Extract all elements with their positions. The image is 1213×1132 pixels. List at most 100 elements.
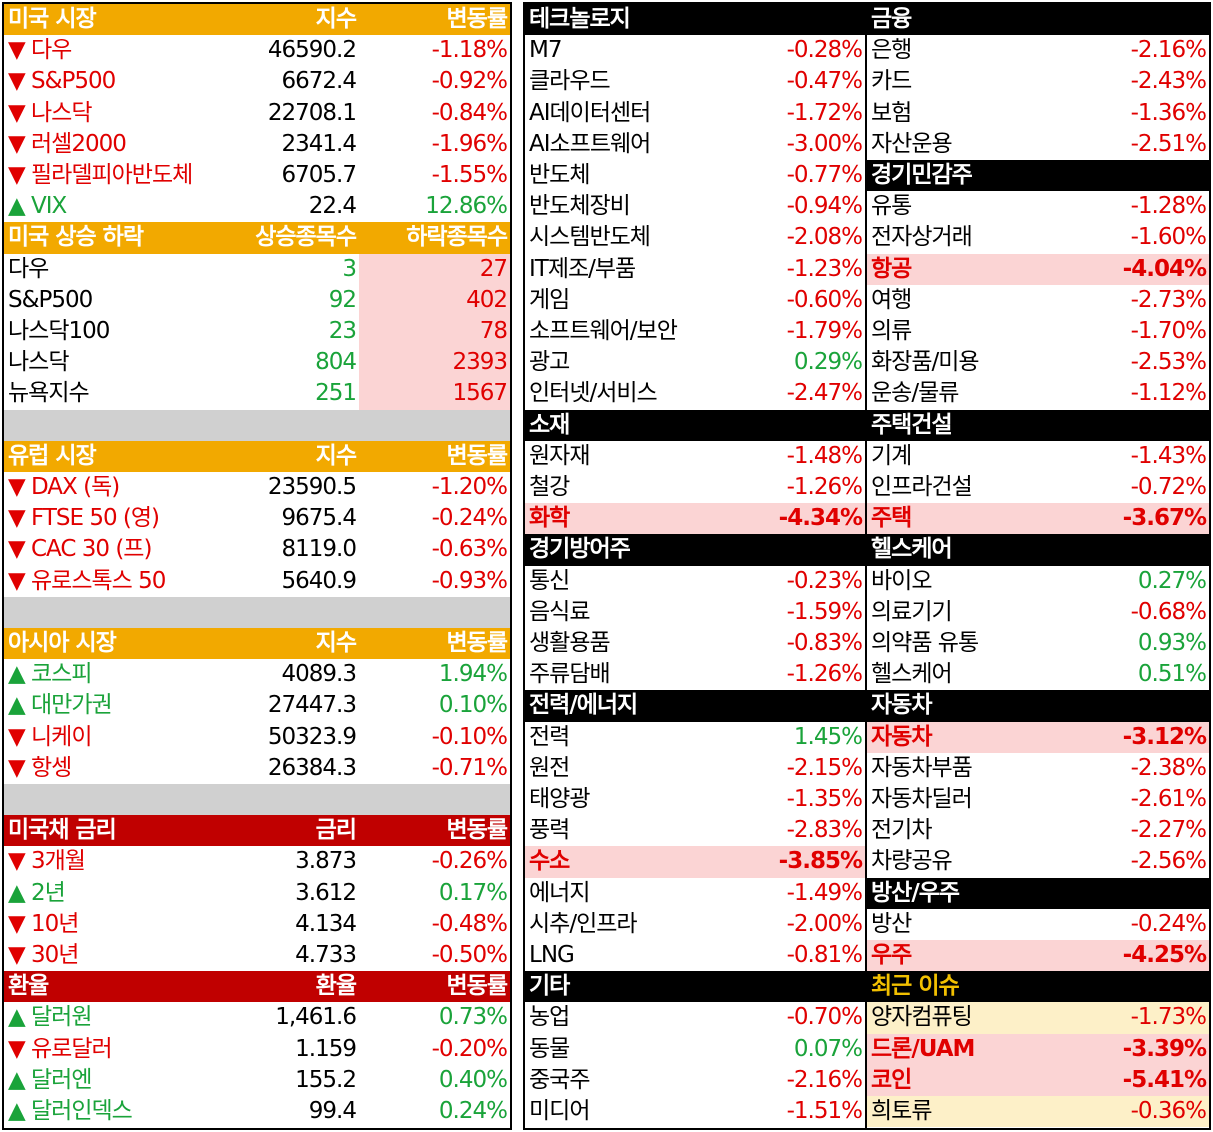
europe-header-cell: 변동률 (446, 442, 508, 469)
row-change: -0.84% (431, 99, 508, 126)
sector-name: 항공 (871, 255, 912, 282)
sector-change: -2.56% (1130, 848, 1207, 875)
us_bonds-row: ▼ 10년 4.134 -0.48% (4, 909, 510, 940)
sector-row: 통신 -0.23% (525, 566, 865, 597)
sector-row: 여행 -2.73% (867, 285, 1209, 316)
sector-name: 중국주 (529, 1066, 590, 1093)
sector-name: 수소 (529, 848, 570, 875)
us_breadth-header-cell: 상승종목수 (255, 224, 357, 251)
sector-change: -2.51% (1130, 130, 1207, 157)
sector-name: 인터넷/서비스 (529, 380, 658, 407)
sector-change: -5.41% (1122, 1066, 1207, 1093)
sector-change: -1.51% (786, 1098, 863, 1124)
row-up-count: 23 (328, 318, 357, 344)
sector-change: -1.79% (786, 318, 863, 344)
sector-name: 우주 (871, 942, 912, 968)
sector-header: 금융 (867, 4, 1209, 36)
sector-row: 자동차 -3.12% (867, 721, 1209, 753)
sector-name: 시추/인프라 (529, 910, 638, 937)
sector-change: -2.47% (786, 380, 863, 407)
sector-row: 수소 -3.85% (525, 846, 865, 878)
row-value: 26384.3 (267, 754, 357, 781)
sector-header-title: 전력/에너지 (529, 692, 638, 719)
row-name: ▼ 유로달러 (8, 1035, 113, 1062)
sector-change: -2.15% (786, 754, 863, 781)
row-down-count: 27 (359, 253, 510, 285)
row-change: 0.24% (438, 1098, 508, 1124)
sector-name: 주류담배 (529, 661, 611, 688)
sector-name: IT제조/부품 (529, 255, 636, 282)
row-down-count: 2393 (359, 347, 510, 379)
sector-name: 원전 (529, 754, 570, 781)
sector-change: -1.26% (786, 661, 863, 688)
sector-header-title: 주택건설 (871, 411, 953, 438)
sector-name: 운송/물류 (871, 380, 959, 407)
us_breadth-row: 나스닥100 23 78 (4, 316, 510, 348)
europe-row: ▼ DAX (독) 23590.5 -1.20% (4, 472, 510, 503)
sector-change: -2.73% (1130, 286, 1207, 313)
row-name: ▲ 2년 (8, 879, 66, 906)
sector-name: 여행 (871, 286, 912, 313)
asia-row: ▲ 대만가권 27447.3 0.10% (4, 690, 510, 721)
sector-change: -2.27% (1130, 817, 1207, 844)
asia-row: ▲ 코스피 4089.3 1.94% (4, 659, 510, 690)
sector-change: 0.29% (793, 349, 863, 376)
row-value: 1.159 (295, 1035, 357, 1062)
sector-change: -3.67% (1122, 505, 1207, 532)
sector-change: -2.53% (1130, 349, 1207, 376)
sector-header: 헬스케어 (867, 534, 1209, 566)
us_breadth-row: 나스닥 804 2393 (4, 347, 510, 379)
sector-change: 1.45% (793, 723, 863, 750)
sector-change: -3.00% (786, 130, 863, 157)
row-value: 22.4 (308, 193, 357, 220)
sector-header: 자동차 (867, 690, 1209, 722)
us_breadth-header-cell: 하락종목수 (406, 224, 508, 251)
row-name: ▲ 달러엔 (8, 1066, 92, 1093)
sector-name: 헬스케어 (871, 661, 953, 688)
row-value: 2341.4 (281, 130, 357, 157)
sector-row: 에너지 -1.49% (525, 878, 865, 909)
sector-name: M7 (529, 37, 562, 64)
sector-change: -2.61% (1130, 786, 1207, 812)
sector-name: 화장품/미용 (871, 349, 980, 376)
sector-row: 기계 -1.43% (867, 441, 1209, 472)
sector-change: 0.51% (1137, 661, 1207, 688)
sector-row: 원자재 -1.48% (525, 441, 865, 472)
sector-name: 반도체 (529, 162, 590, 188)
row-name: ▼ 나스닥 (8, 99, 92, 126)
sector-change: -0.36% (1130, 1098, 1207, 1124)
sector-change: -1.60% (1130, 224, 1207, 251)
fx-row: ▼ 유로달러 1.159 -0.20% (4, 1034, 510, 1065)
asia-row: ▼ 항셍 26384.3 -0.71% (4, 753, 510, 784)
row-name: ▼ DAX (독) (8, 474, 120, 500)
sector-name: 전기차 (871, 817, 932, 844)
sector-name: 코인 (871, 1066, 912, 1093)
row-change: -0.48% (431, 910, 508, 937)
sector-change: -1.12% (1130, 380, 1207, 407)
sector-row: 의약품 유통 0.93% (867, 628, 1209, 659)
europe-header-cell: 지수 (315, 442, 357, 469)
asia-header-cell: 아시아 시장 (8, 630, 117, 656)
us_breadth-row: 뉴욕지수 251 1567 (4, 378, 510, 410)
row-change: -0.50% (431, 942, 508, 968)
fx-header-cell: 변동률 (446, 973, 508, 1000)
sector-row: 자산운용 -2.51% (867, 129, 1209, 160)
row-change: 0.17% (438, 879, 508, 906)
sector-name: 반도체장비 (529, 193, 631, 220)
sector-row: 중국주 -2.16% (525, 1065, 865, 1096)
sector-change: -1.70% (1130, 318, 1207, 344)
sector-row: 의류 -1.70% (867, 316, 1209, 347)
sector-name: 인프라건설 (871, 474, 973, 500)
row-change: 12.86% (425, 193, 508, 220)
sector-name: 게임 (529, 286, 570, 313)
fx-header-cell: 환율 (315, 973, 357, 1000)
row-value: 6672.4 (281, 68, 357, 95)
sector-name: 자산운용 (871, 130, 953, 157)
sector-row: 코인 -5.41% (867, 1064, 1209, 1096)
row-name: ▼ 필라델피아반도체 (8, 162, 193, 188)
sector-change: -0.68% (1130, 598, 1207, 625)
sector-header: 테크놀로지 (525, 4, 865, 36)
sector-change: 0.93% (1137, 630, 1207, 656)
row-change: -0.93% (431, 567, 508, 594)
row-value: 5640.9 (281, 567, 357, 594)
